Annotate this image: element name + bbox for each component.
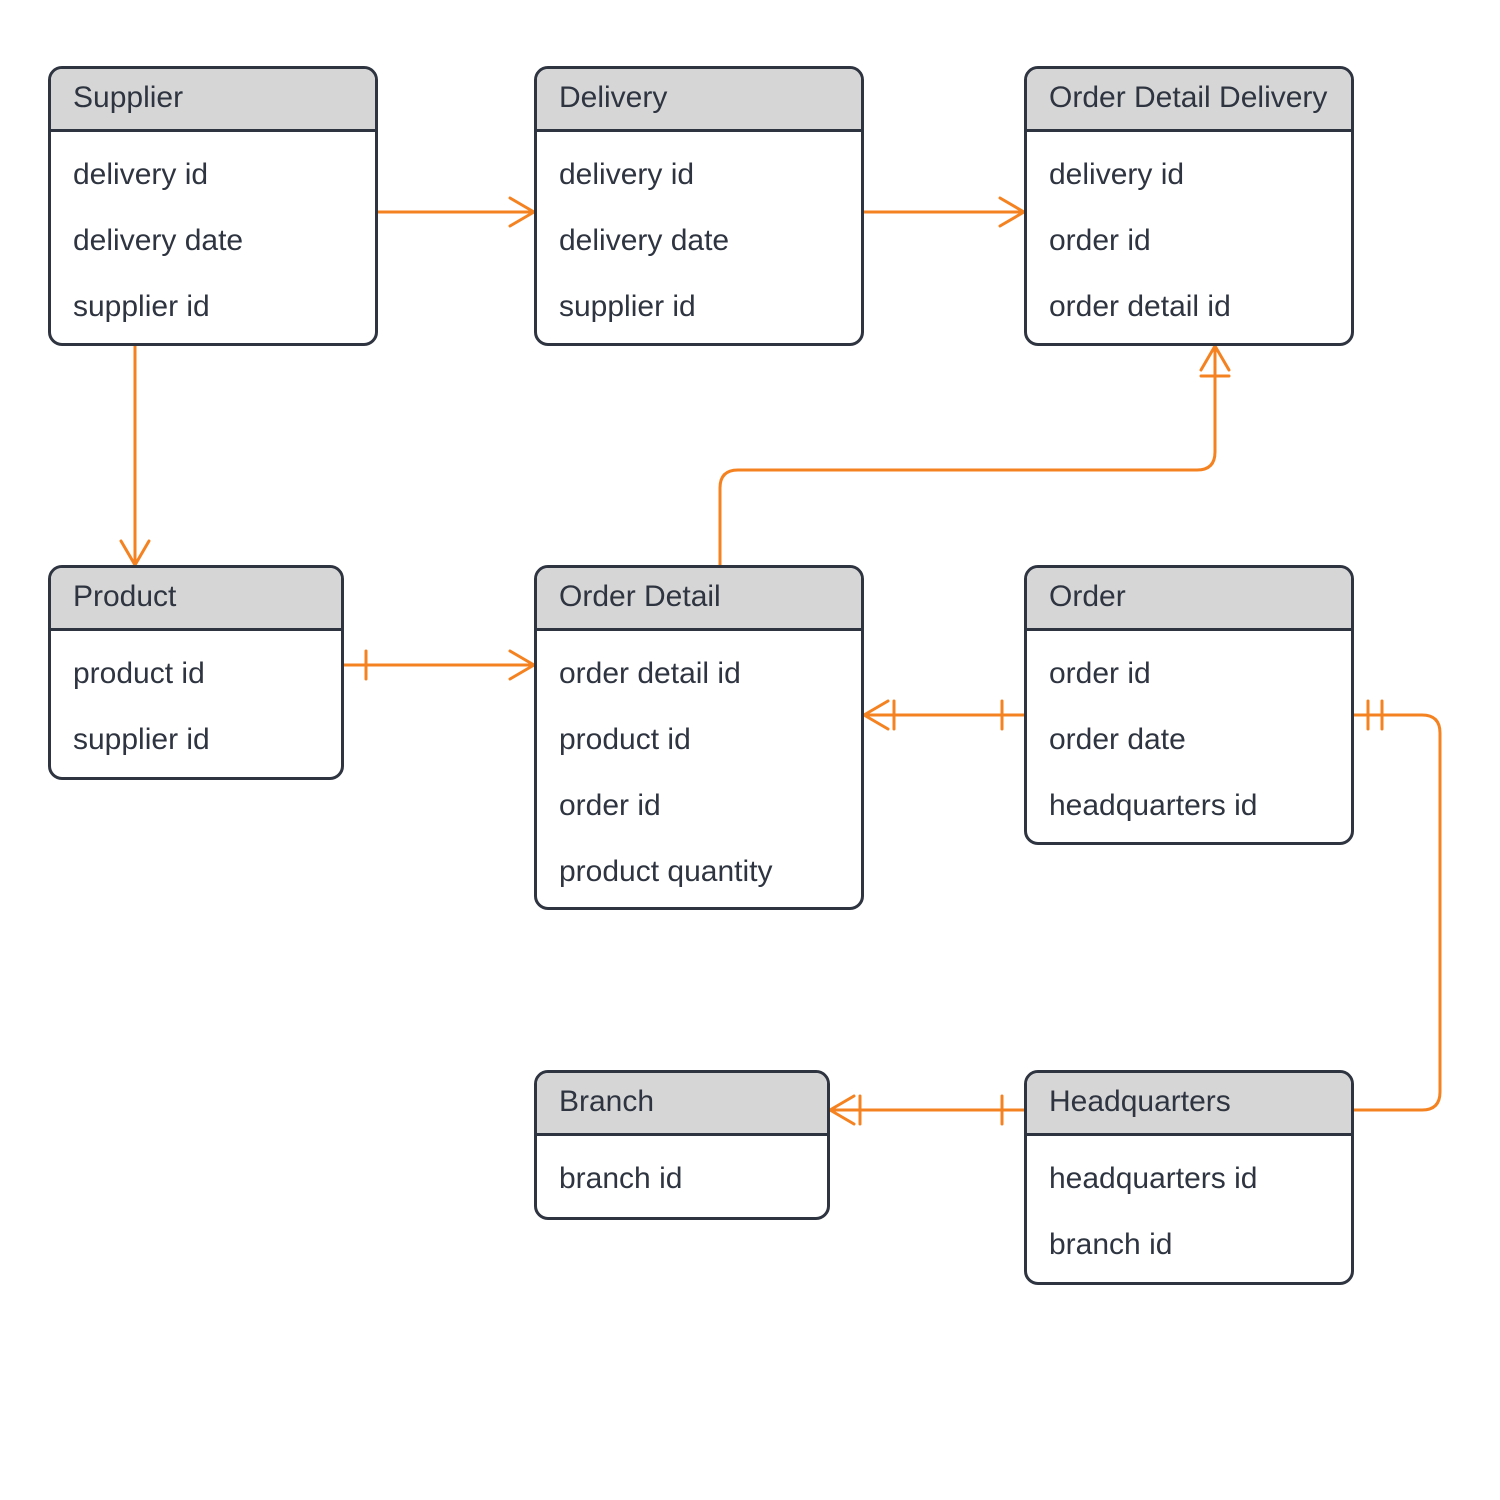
entity-attrs: order idorder dateheadquarters id	[1027, 631, 1351, 845]
entity-attr: order date	[1049, 707, 1329, 773]
entity-product: Productproduct idsupplier id	[48, 565, 344, 780]
entity-attr: order id	[559, 773, 839, 839]
entity-branch: Branch branch id	[534, 1070, 830, 1220]
entity-orderDetail: Order Detailorder detail idproduct idord…	[534, 565, 864, 910]
entity-attrs: delivery iddelivery datesupplier id	[51, 132, 375, 346]
entity-supplier: Supplierdelivery iddelivery datesupplier…	[48, 66, 378, 346]
entity-attr: branch id	[1049, 1212, 1329, 1278]
entity-attrs: order detail idproduct idorder idproduct…	[537, 631, 861, 910]
entity-title: Order	[1027, 568, 1351, 631]
entity-attr: order id	[1049, 641, 1329, 707]
entity-title: Delivery	[537, 69, 861, 132]
entity-attr: supplier id	[73, 274, 353, 340]
entity-attr: product id	[559, 707, 839, 773]
entity-attr: delivery date	[559, 208, 839, 274]
entity-headquarters: Headquartersheadquarters idbranch id	[1024, 1070, 1354, 1285]
entity-attr: supplier id	[559, 274, 839, 340]
entity-title: Product	[51, 568, 341, 631]
entity-title: Supplier	[51, 69, 375, 132]
entity-attrs: headquarters idbranch id	[1027, 1136, 1351, 1285]
entity-attr: product id	[73, 641, 319, 707]
entity-attr: order detail id	[1049, 274, 1329, 340]
entity-attr: delivery id	[1049, 142, 1329, 208]
entity-title: Order Detail Delivery	[1027, 69, 1351, 132]
entity-attr: delivery date	[73, 208, 353, 274]
entity-attr: branch id	[559, 1146, 805, 1212]
entity-attrs: delivery iddelivery datesupplier id	[537, 132, 861, 346]
entity-order: Orderorder idorder dateheadquarters id	[1024, 565, 1354, 845]
er-diagram-canvas: Supplierdelivery iddelivery datesupplier…	[0, 0, 1500, 1500]
entity-title: Branch	[537, 1073, 827, 1136]
entity-attr: delivery id	[73, 142, 353, 208]
entity-attr: order detail id	[559, 641, 839, 707]
entity-attr: headquarters id	[1049, 773, 1329, 839]
entity-delivery: Deliverydelivery iddelivery datesupplier…	[534, 66, 864, 346]
entity-attrs: product idsupplier id	[51, 631, 341, 780]
entity-attr: delivery id	[559, 142, 839, 208]
entity-attrs: delivery idorder idorder detail id	[1027, 132, 1351, 346]
entity-attr: product quantity	[559, 839, 839, 905]
entity-title: Order Detail	[537, 568, 861, 631]
entity-attr: supplier id	[73, 707, 319, 773]
entity-attrs: branch id	[537, 1136, 827, 1220]
entity-orderDetailDelivery: Order Detail Deliverydelivery idorder id…	[1024, 66, 1354, 346]
entity-attr: order id	[1049, 208, 1329, 274]
entity-attr: headquarters id	[1049, 1146, 1329, 1212]
entity-title: Headquarters	[1027, 1073, 1351, 1136]
